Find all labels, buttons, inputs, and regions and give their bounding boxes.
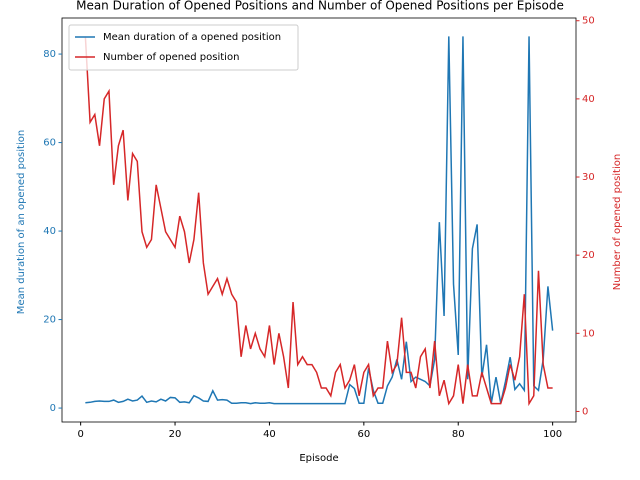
- x-tick-label: 40: [263, 429, 276, 440]
- y-tick-label: 0: [50, 403, 56, 414]
- y2-tick-label: 50: [582, 16, 595, 27]
- y-tick-label: 20: [43, 315, 56, 326]
- legend-label: Number of opened position: [103, 52, 239, 63]
- y2-tick-label: 20: [582, 250, 595, 261]
- x-tick-label: 60: [357, 429, 370, 440]
- chart-title: Mean Duration of Opened Positions and Nu…: [76, 0, 564, 13]
- data-line: [85, 36, 554, 405]
- x-axis-label: Episode: [299, 453, 338, 464]
- y-tick-label: 80: [43, 49, 56, 60]
- x-tick-label: 80: [452, 429, 465, 440]
- y2-axis-label: Number of opened position: [612, 154, 623, 290]
- y-tick-label: 40: [43, 226, 56, 237]
- y2-tick-label: 40: [582, 94, 595, 105]
- x-tick-label: 20: [169, 429, 182, 440]
- x-tick-label: 0: [77, 429, 83, 440]
- y-tick-label: 60: [43, 138, 56, 149]
- legend-label: Mean duration of a opened position: [103, 32, 281, 43]
- y2-tick-label: 30: [582, 172, 595, 183]
- legend-box: [68, 24, 299, 71]
- y-axis-label: Mean duration of an opened position: [16, 130, 27, 314]
- data-line: [84, 36, 553, 407]
- plot-frame: [61, 17, 577, 423]
- y2-tick-label: 10: [582, 328, 595, 339]
- y2-tick-label: 0: [582, 406, 588, 417]
- x-tick-label: 100: [543, 429, 562, 440]
